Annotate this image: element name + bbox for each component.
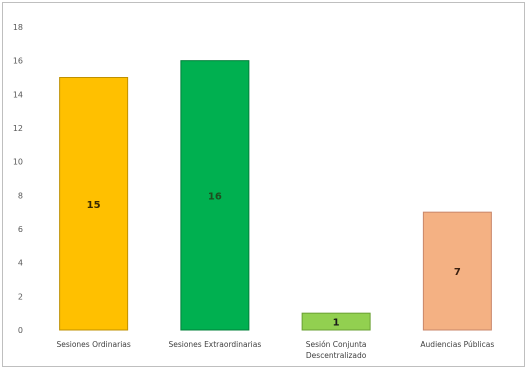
- y-tick-label: 14: [13, 90, 23, 99]
- data-label: 1: [333, 318, 340, 329]
- y-tick-label: 0: [18, 326, 23, 335]
- y-tick-label: 6: [18, 225, 23, 234]
- category-label: Audiencias Públicas: [420, 340, 494, 349]
- y-tick-label: 18: [13, 23, 23, 32]
- category-label: Sesiones Ordinarias: [56, 340, 130, 349]
- category-label: Descentralizado: [306, 351, 367, 360]
- y-tick-label: 16: [13, 57, 23, 66]
- bar: [180, 60, 250, 331]
- y-tick-label: 10: [13, 158, 23, 167]
- y-tick-label: 12: [13, 124, 23, 133]
- y-tick-label: 2: [18, 292, 23, 301]
- y-tick-label: 8: [18, 191, 23, 200]
- bar: [59, 77, 129, 331]
- bar: [422, 211, 492, 331]
- x-axis: Sesiones Ordinarias Sesiones Extraordinar…: [56, 340, 494, 360]
- data-label: 15: [87, 200, 101, 211]
- y-tick-label: 4: [18, 259, 23, 268]
- data-label: 16: [208, 191, 222, 202]
- data-label: 7: [454, 267, 461, 278]
- chart-frame: 0 2 4 6 8 10 12 14 16 18 15 16 1 7 Sesiones Ordinari…: [2, 2, 525, 367]
- bar: [301, 312, 371, 331]
- category-label: Sesión Conjunta: [306, 340, 367, 349]
- y-axis: 0 2 4 6 8 10 12 14 16 18: [13, 23, 23, 335]
- category-label: Sesiones Extraordinarias: [168, 340, 261, 349]
